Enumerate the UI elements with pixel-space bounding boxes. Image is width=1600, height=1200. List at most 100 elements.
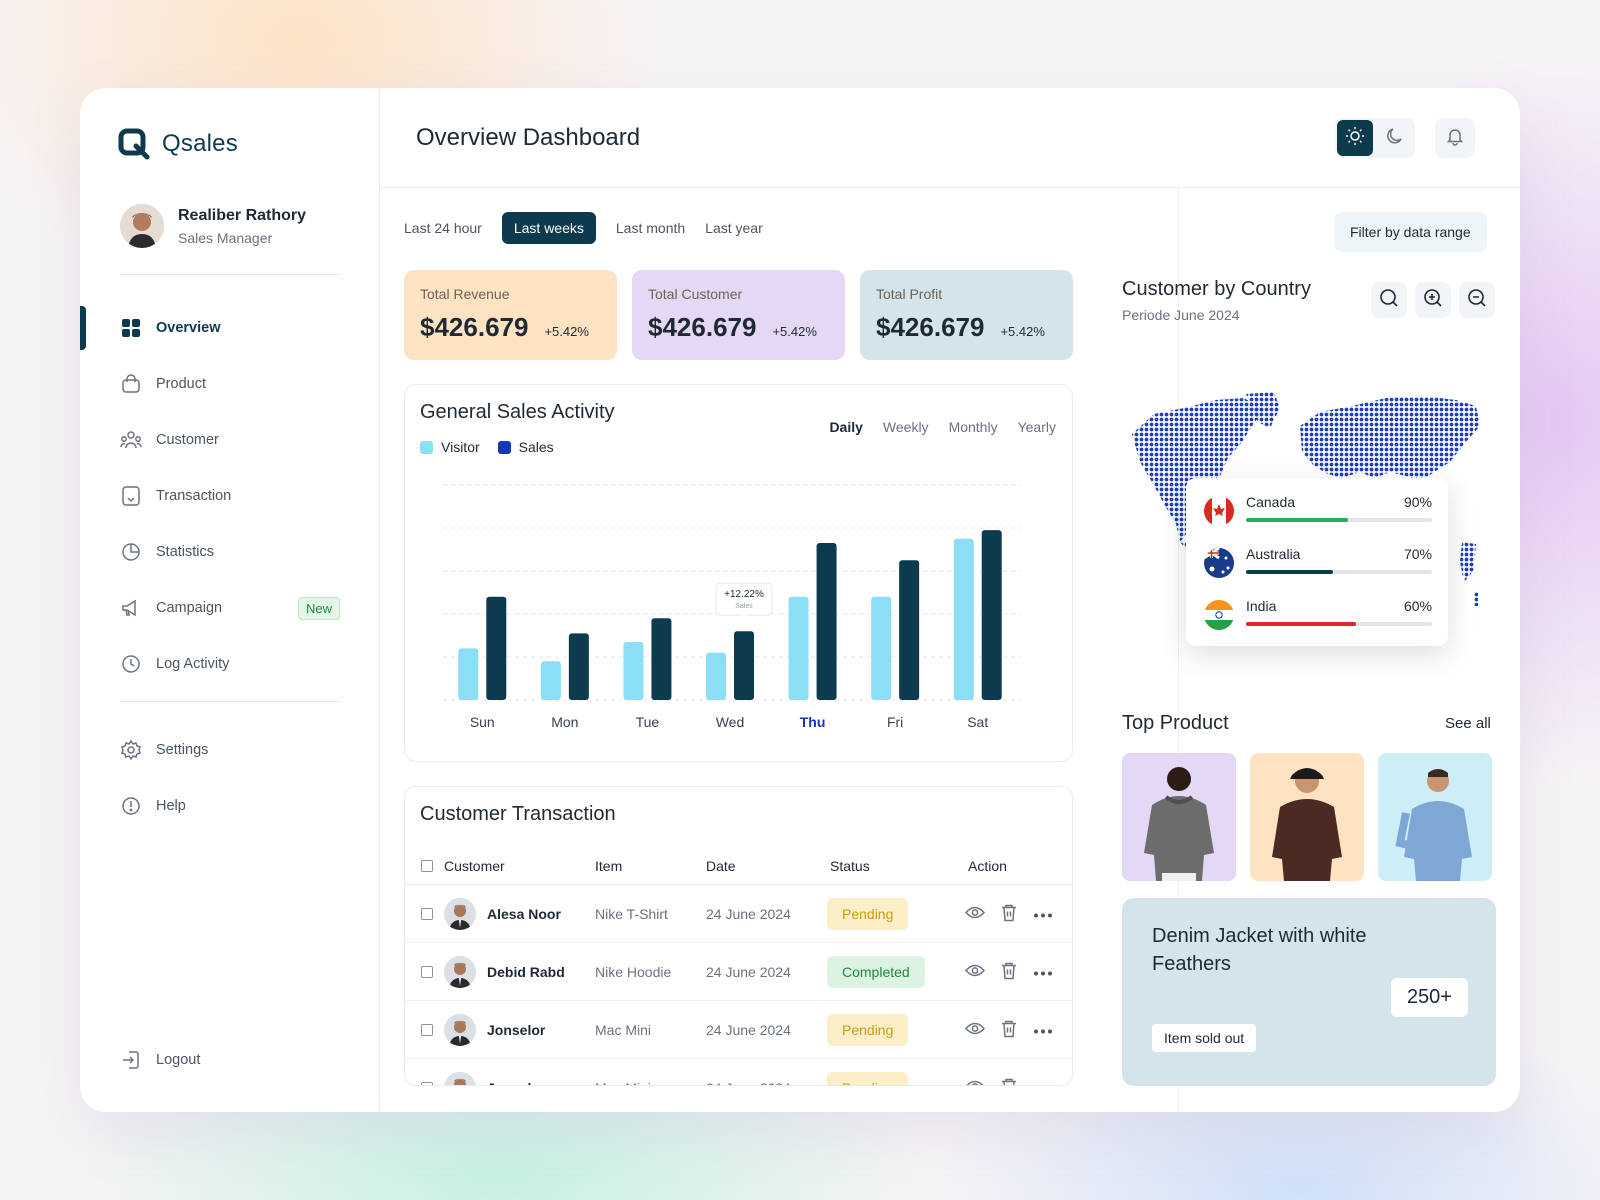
- legend-item-sales[interactable]: Sales: [497, 439, 554, 455]
- sidebar-item-campaign[interactable]: Campaign New: [80, 580, 380, 636]
- filter-date-range-button[interactable]: Filter by data range: [1334, 212, 1487, 252]
- kpi-change: +5.42%: [544, 324, 589, 339]
- tab-daily[interactable]: Daily: [829, 419, 863, 435]
- zoom-in-button[interactable]: [1415, 282, 1451, 318]
- x-tick-label: Mon: [551, 714, 578, 730]
- bar-visitor-thu[interactable]: [788, 596, 809, 700]
- bar-sales-sun[interactable]: [486, 596, 507, 700]
- sidebar-item-overview[interactable]: Overview: [80, 300, 380, 356]
- sidebar-item-settings[interactable]: Settings: [80, 722, 380, 778]
- map-search-button[interactable]: [1371, 282, 1407, 318]
- brand-logo[interactable]: Qsales: [118, 128, 238, 160]
- tab-last-24-hour[interactable]: Last 24 hour: [404, 220, 482, 236]
- more-icon[interactable]: [1033, 1080, 1053, 1086]
- tab-last-month[interactable]: Last month: [615, 220, 686, 236]
- status-badge: Completed: [827, 955, 925, 988]
- transaction-date: 24 June 2024: [706, 905, 791, 922]
- tab-weekly[interactable]: Weekly: [882, 419, 929, 435]
- row-checkbox[interactable]: [421, 965, 433, 978]
- view-icon[interactable]: [964, 963, 986, 980]
- bar-visitor-tue[interactable]: [623, 641, 644, 700]
- divider: [120, 274, 340, 275]
- bar-visitor-mon[interactable]: [540, 661, 561, 700]
- grey-hoodie-image: [1144, 767, 1214, 881]
- bar-visitor-sun[interactable]: [458, 648, 479, 700]
- country-row-india[interactable]: India 60%: [1204, 596, 1432, 636]
- trash-icon[interactable]: [1001, 903, 1017, 924]
- table-row[interactable]: Jonselor Mac Mini 24 June 2024 Pending: [405, 1059, 1072, 1086]
- notifications-button[interactable]: [1435, 118, 1475, 158]
- country-row-canada[interactable]: Canada 90%: [1204, 492, 1432, 532]
- product-card-blue-hoodie[interactable]: [1378, 753, 1492, 881]
- bar-sales-tue[interactable]: [651, 618, 672, 700]
- bar-sales-wed[interactable]: [734, 631, 754, 700]
- view-icon[interactable]: [964, 1021, 986, 1038]
- status-badge: Pending: [827, 897, 909, 930]
- bar-sales-thu[interactable]: [816, 543, 837, 700]
- search-icon: [1379, 288, 1399, 313]
- table-row[interactable]: Alesa Noor Nike T-Shirt 24 June 2024 Pendin…: [405, 885, 1072, 943]
- sidebar-item-transaction[interactable]: Transaction: [80, 468, 380, 524]
- world-map[interactable]: [1124, 392, 1488, 642]
- kpi-card-total-revenue[interactable]: Total Revenue $426.679 +5.42%: [404, 270, 617, 360]
- alert-circle-icon: [120, 795, 142, 817]
- sidebar-item-log-activity[interactable]: Log Activity: [80, 636, 380, 692]
- logout-button[interactable]: Logout: [80, 1032, 380, 1088]
- x-tick-label: Sat: [967, 714, 988, 730]
- light-mode-button[interactable]: [1337, 120, 1373, 156]
- row-checkbox[interactable]: [421, 1023, 433, 1036]
- legend-item-visitor[interactable]: Visitor: [420, 439, 480, 455]
- more-icon[interactable]: [1033, 964, 1053, 980]
- trash-icon[interactable]: [1001, 1019, 1017, 1040]
- row-actions: [964, 1019, 1053, 1040]
- range-tabs: Daily Weekly Monthly Yearly: [829, 419, 1056, 435]
- country-row-australia[interactable]: Australia 70%: [1204, 544, 1432, 584]
- country-name: India: [1246, 598, 1277, 614]
- table-row[interactable]: Jonselor Mac Mini 24 June 2024 Pending: [405, 1001, 1072, 1059]
- bar-sales-sat[interactable]: [981, 530, 1002, 700]
- view-icon[interactable]: [964, 905, 986, 922]
- trash-icon[interactable]: [1001, 961, 1017, 982]
- kpi-label: Total Revenue: [420, 286, 510, 302]
- select-all-checkbox[interactable]: [421, 859, 433, 872]
- transaction-date: 24 June 2024: [706, 963, 791, 980]
- tab-yearly[interactable]: Yearly: [1017, 419, 1056, 435]
- progress-fill: [1246, 570, 1334, 574]
- trash-icon[interactable]: [1001, 1077, 1017, 1085]
- see-all-link[interactable]: See all: [1445, 715, 1491, 732]
- sidebar-item-customer[interactable]: Customer: [80, 412, 380, 468]
- dark-mode-button[interactable]: [1377, 120, 1413, 156]
- row-actions: [965, 1077, 1053, 1086]
- tab-last-year[interactable]: Last year: [705, 220, 763, 236]
- promo-card[interactable]: Denim Jacket with white Feathers 250+ It…: [1122, 898, 1496, 1086]
- row-checkbox[interactable]: [421, 907, 433, 920]
- bar-visitor-sat[interactable]: [953, 538, 974, 700]
- table-row[interactable]: Debid Rabd Nike Hoodie 24 June 2024 Complet…: [405, 943, 1072, 1001]
- tab-monthly[interactable]: Monthly: [948, 419, 998, 435]
- sidebar-item-help[interactable]: Help: [80, 778, 380, 834]
- item-sold-out-button[interactable]: Item sold out: [1152, 1024, 1257, 1052]
- kpi-card-total-profit[interactable]: Total Profit $426.679 +5.42%: [860, 270, 1073, 360]
- product-card-brown-hoodie[interactable]: [1250, 753, 1364, 881]
- kpi-change: +5.42%: [772, 324, 817, 339]
- user-profile[interactable]: Realiber Rathory Sales Manager: [120, 204, 306, 248]
- bar-sales-fri[interactable]: [899, 560, 920, 700]
- bar-visitor-fri[interactable]: [871, 596, 892, 700]
- item-name: Nike T-Shirt: [595, 905, 668, 922]
- sidebar-item-statistics[interactable]: Statistics: [80, 524, 380, 580]
- customer-transaction-card: Customer Transaction Customer Item Date …: [404, 786, 1073, 1086]
- new-badge: New: [297, 596, 340, 620]
- kpi-value: $426.679: [648, 312, 757, 342]
- bar-visitor-wed[interactable]: [706, 652, 726, 700]
- more-icon[interactable]: [1033, 906, 1053, 922]
- sidebar-item-product[interactable]: Product: [80, 356, 380, 412]
- product-card-grey-hoodie[interactable]: [1122, 753, 1236, 881]
- zoom-out-button[interactable]: [1459, 282, 1495, 318]
- view-icon[interactable]: [965, 1079, 985, 1085]
- users-icon: [120, 429, 142, 451]
- bar-sales-mon[interactable]: [568, 633, 589, 700]
- kpi-card-total-customer[interactable]: Total Customer $426.679 +5.42%: [632, 270, 845, 360]
- tab-last-weeks[interactable]: Last weeks: [501, 212, 596, 244]
- more-icon[interactable]: [1033, 1022, 1053, 1038]
- row-checkbox[interactable]: [421, 1081, 433, 1085]
